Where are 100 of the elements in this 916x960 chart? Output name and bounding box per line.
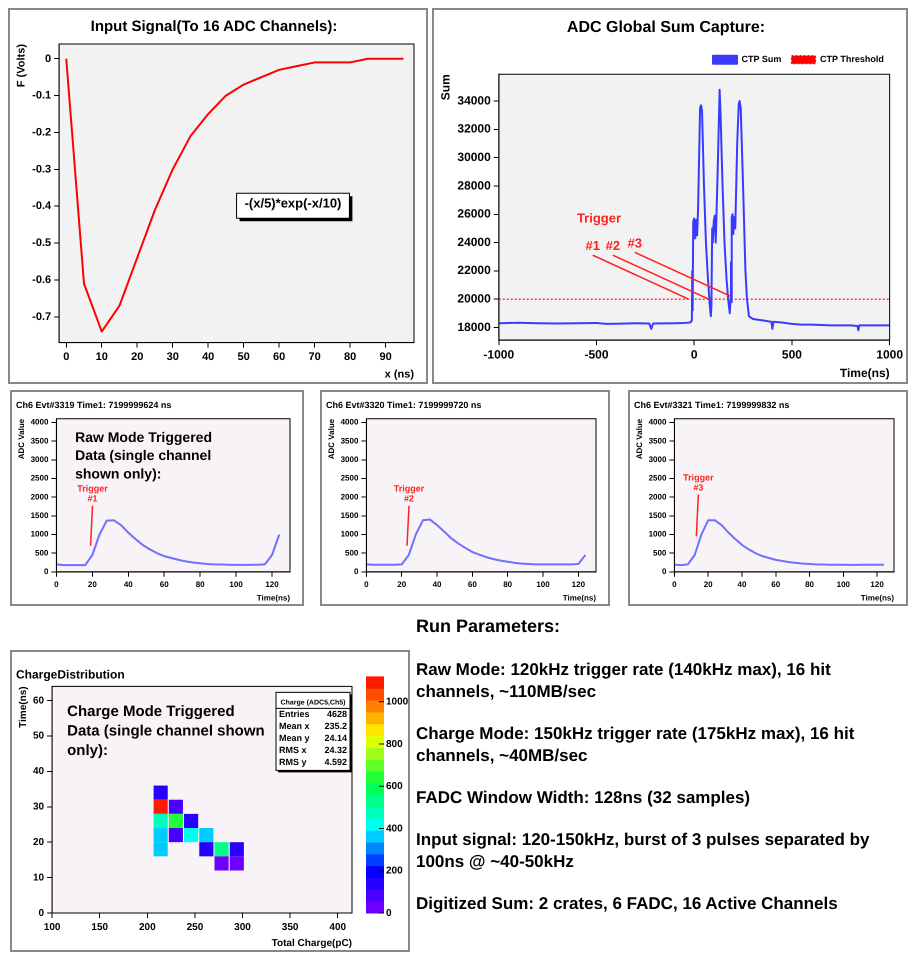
y-tick-label: 20 xyxy=(33,836,45,848)
y-tick-label: 20000 xyxy=(457,291,492,306)
x-tick-label: 60 xyxy=(160,580,170,589)
y-tick-label: 500 xyxy=(35,548,49,558)
text: Digitized Sum: 2 crates, 6 FADC, 16 Active Channels xyxy=(416,893,839,915)
y-tick-label: -0.5 xyxy=(32,237,52,250)
x-tick-label: 100 xyxy=(836,580,851,589)
y-tick-label: 2000 xyxy=(648,492,667,502)
x-tick-label: 120 xyxy=(572,580,586,589)
text: RMS x 24.32 xyxy=(279,744,347,755)
point xyxy=(199,828,214,842)
text: Raw Mode: 120kHz trigger rate (140kHz max), 16 hit channels, ~110MB/sec xyxy=(416,659,832,703)
annotation: Trigger #3 xyxy=(683,472,714,492)
y-axis-title: Time(ns) xyxy=(18,686,29,728)
text: Entries 4628 xyxy=(279,708,347,719)
point xyxy=(214,842,229,856)
point xyxy=(154,786,168,800)
x-tick-label: 0 xyxy=(63,351,70,364)
color-bar-label: 800 xyxy=(386,738,404,750)
x-tick-label: 70 xyxy=(308,351,321,364)
y-tick-label: 22000 xyxy=(457,263,492,278)
y-axis-title: ADC Value xyxy=(17,418,26,460)
point xyxy=(230,856,244,871)
text: Mean y 24.14 xyxy=(279,732,347,743)
point xyxy=(199,842,214,856)
x-tick-label: 100 xyxy=(229,580,244,589)
annotation: #2 xyxy=(606,238,620,254)
x-tick-label: -500 xyxy=(584,348,609,362)
x-tick-label: 250 xyxy=(186,922,204,933)
y-tick-label: 32000 xyxy=(457,122,492,136)
y-tick-label: 1000 xyxy=(30,530,49,539)
y-axis-title: ADC Value xyxy=(327,418,336,460)
y-tick-label: 1000 xyxy=(340,530,359,539)
x-tick-label: 0 xyxy=(54,580,60,589)
y-tick-label: 28000 xyxy=(457,178,492,192)
y-tick-label: 3000 xyxy=(648,455,667,464)
y-tick-label: 34000 xyxy=(457,93,492,108)
chart-title: ChargeDistribution xyxy=(16,668,125,682)
text: FADC Window Width: 128ns (32 samples) xyxy=(416,787,752,809)
y-tick-label: 2500 xyxy=(30,474,49,483)
x-tick-label: 20 xyxy=(704,580,714,589)
text: Run Parameters: xyxy=(416,616,562,637)
x-tick-label: 40 xyxy=(124,580,134,589)
y-tick-label: 0 xyxy=(44,567,49,576)
y-tick-label: 18000 xyxy=(457,320,492,334)
chart-title: Ch6 Evt#3320 Time1: 7199999720 ns xyxy=(326,400,482,410)
y-axis-title: Sum xyxy=(438,74,453,100)
point xyxy=(230,842,244,856)
y-tick-label: 0 xyxy=(45,52,52,65)
y-tick-label: 4000 xyxy=(648,418,667,427)
y-tick-label: 60 xyxy=(33,695,45,706)
point xyxy=(154,828,168,842)
y-tick-label: 1500 xyxy=(340,511,359,520)
annotation: #1 xyxy=(586,238,600,254)
chart-title: Input Signal(To 16 ADC Channels): xyxy=(90,18,338,36)
y-tick-label: 2000 xyxy=(340,492,359,502)
annotation: Trigger xyxy=(576,210,622,226)
y-tick-label: -0.1 xyxy=(32,90,52,102)
y-tick-label: 500 xyxy=(345,548,359,558)
x-tick-label: 30 xyxy=(166,351,179,364)
y-tick-label: 50 xyxy=(33,730,45,742)
y-tick-label: 3500 xyxy=(340,436,359,446)
x-axis-title: Time(ns) xyxy=(860,593,894,602)
y-tick-label: 2500 xyxy=(648,474,667,483)
x-tick-label: 0 xyxy=(364,580,370,589)
y-tick-label: 30000 xyxy=(457,150,492,164)
y-tick-label: 40 xyxy=(33,766,45,778)
x-tick-label: 400 xyxy=(329,922,346,933)
y-tick-label: 3000 xyxy=(30,455,49,464)
y-tick-label: 26000 xyxy=(457,206,492,221)
x-tick-label: 100 xyxy=(44,922,61,933)
y-tick-label: 0 xyxy=(38,908,45,919)
y-tick-label: 0 xyxy=(354,567,359,576)
y-tick-label: -0.6 xyxy=(32,274,52,286)
y-tick-label: 2500 xyxy=(340,474,359,483)
x-tick-label: 0 xyxy=(672,580,678,589)
text: Mean x 235.2 xyxy=(279,720,347,731)
x-tick-label: 10 xyxy=(96,351,108,364)
y-tick-label: 24000 xyxy=(457,234,492,249)
y-tick-label: -0.4 xyxy=(32,200,52,212)
y-tick-label: 4000 xyxy=(340,418,359,427)
x-tick-label: 1000 xyxy=(876,348,904,362)
y-tick-label: 3000 xyxy=(340,455,359,464)
x-tick-label: 80 xyxy=(196,580,206,589)
point xyxy=(154,814,168,828)
x-tick-label: 80 xyxy=(344,351,356,364)
x-tick-label: 90 xyxy=(379,351,392,364)
annotation: #3 xyxy=(628,235,642,250)
x-tick-label: 40 xyxy=(432,580,442,589)
x-tick-label: 40 xyxy=(738,580,747,589)
x-tick-label: 350 xyxy=(282,922,299,933)
x-tick-label: 0 xyxy=(690,348,698,362)
x-axis-title: Time(ns) xyxy=(840,366,890,380)
color-bar-label: 400 xyxy=(386,823,404,834)
y-tick-label: 1500 xyxy=(30,511,49,520)
x-axis-title: Time(ns) xyxy=(562,593,596,602)
annotation: Trigger #2 xyxy=(394,484,425,504)
chart-title: Ch6 Evt#3321 Time1: 7199999832 ns xyxy=(634,400,790,410)
x-tick-label: 60 xyxy=(273,351,286,364)
x-tick-label: 20 xyxy=(88,580,98,589)
